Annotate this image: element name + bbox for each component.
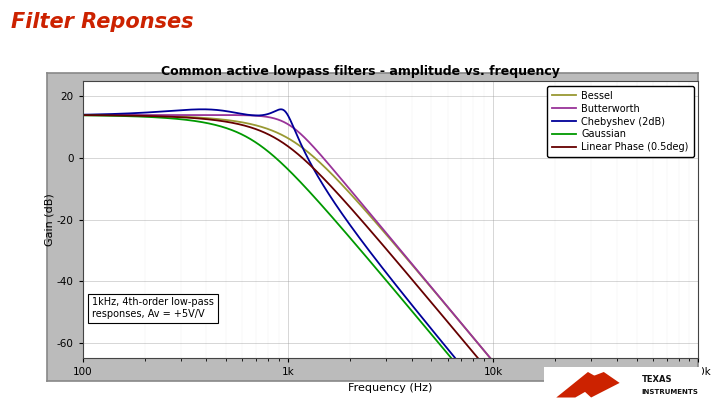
Gaussian	[645, 359, 654, 364]
X-axis label: Frequency (Hz): Frequency (Hz)	[348, 383, 433, 393]
Bessel	[58, 113, 67, 117]
Chebyshev (2dB)	[135, 111, 144, 115]
Linear Phase (0.5deg)	[717, 359, 720, 364]
Butterworth	[489, 359, 498, 364]
Chebyshev (2dB)	[717, 359, 720, 364]
Bessel	[175, 114, 184, 119]
Line: Gaussian: Gaussian	[63, 115, 720, 362]
Line: Butterworth: Butterworth	[63, 115, 720, 362]
Bessel	[489, 359, 498, 364]
Line: Linear Phase (0.5deg): Linear Phase (0.5deg)	[63, 115, 720, 362]
Chebyshev (2dB)	[175, 108, 184, 113]
Linear Phase (0.5deg)	[316, 173, 325, 178]
Text: 26: 26	[688, 387, 702, 397]
Butterworth	[316, 152, 325, 157]
Bessel	[135, 113, 144, 118]
Gaussian	[346, 235, 354, 240]
Bessel	[645, 359, 654, 364]
Linear Phase (0.5deg)	[346, 204, 354, 209]
Butterworth	[346, 187, 354, 192]
Polygon shape	[557, 372, 604, 398]
Chebyshev (2dB)	[454, 359, 462, 364]
Chebyshev (2dB)	[58, 113, 67, 117]
Linear Phase (0.5deg)	[58, 113, 67, 117]
Chebyshev (2dB)	[316, 179, 325, 183]
Polygon shape	[575, 372, 620, 398]
Gaussian	[316, 201, 325, 206]
Butterworth	[135, 113, 144, 117]
Text: TEXAS: TEXAS	[642, 375, 672, 384]
Butterworth	[175, 113, 184, 117]
Legend: Bessel, Butterworth, Chebyshev (2dB), Gaussian, Linear Phase (0.5deg): Bessel, Butterworth, Chebyshev (2dB), Ga…	[547, 86, 693, 157]
Butterworth	[58, 113, 67, 117]
Linear Phase (0.5deg)	[477, 359, 485, 364]
Gaussian	[58, 113, 67, 117]
Y-axis label: Gain (dB): Gain (dB)	[44, 193, 54, 246]
Gaussian	[717, 359, 720, 364]
Text: INSTRUMENTS: INSTRUMENTS	[642, 389, 698, 395]
Linear Phase (0.5deg)	[645, 359, 654, 364]
Linear Phase (0.5deg)	[135, 113, 144, 118]
Bessel	[346, 190, 354, 195]
Bessel	[316, 161, 325, 166]
Text: 1kHz, 4th-order low-pass
responses, Av = +5V/V: 1kHz, 4th-order low-pass responses, Av =…	[92, 297, 214, 319]
Chebyshev (2dB)	[198, 107, 207, 112]
Line: Bessel: Bessel	[63, 115, 720, 362]
Chebyshev (2dB)	[346, 222, 354, 227]
Linear Phase (0.5deg)	[175, 115, 184, 119]
Butterworth	[645, 359, 654, 364]
Chebyshev (2dB)	[645, 359, 654, 364]
Gaussian	[450, 359, 459, 364]
Gaussian	[135, 114, 144, 119]
Butterworth	[717, 359, 720, 364]
Gaussian	[175, 117, 184, 121]
Bessel	[717, 359, 720, 364]
Line: Chebyshev (2dB): Chebyshev (2dB)	[63, 109, 720, 362]
Text: Common active lowpass filters - amplitude vs. frequency: Common active lowpass filters - amplitud…	[161, 65, 559, 78]
Text: Filter Reponses: Filter Reponses	[11, 12, 193, 32]
